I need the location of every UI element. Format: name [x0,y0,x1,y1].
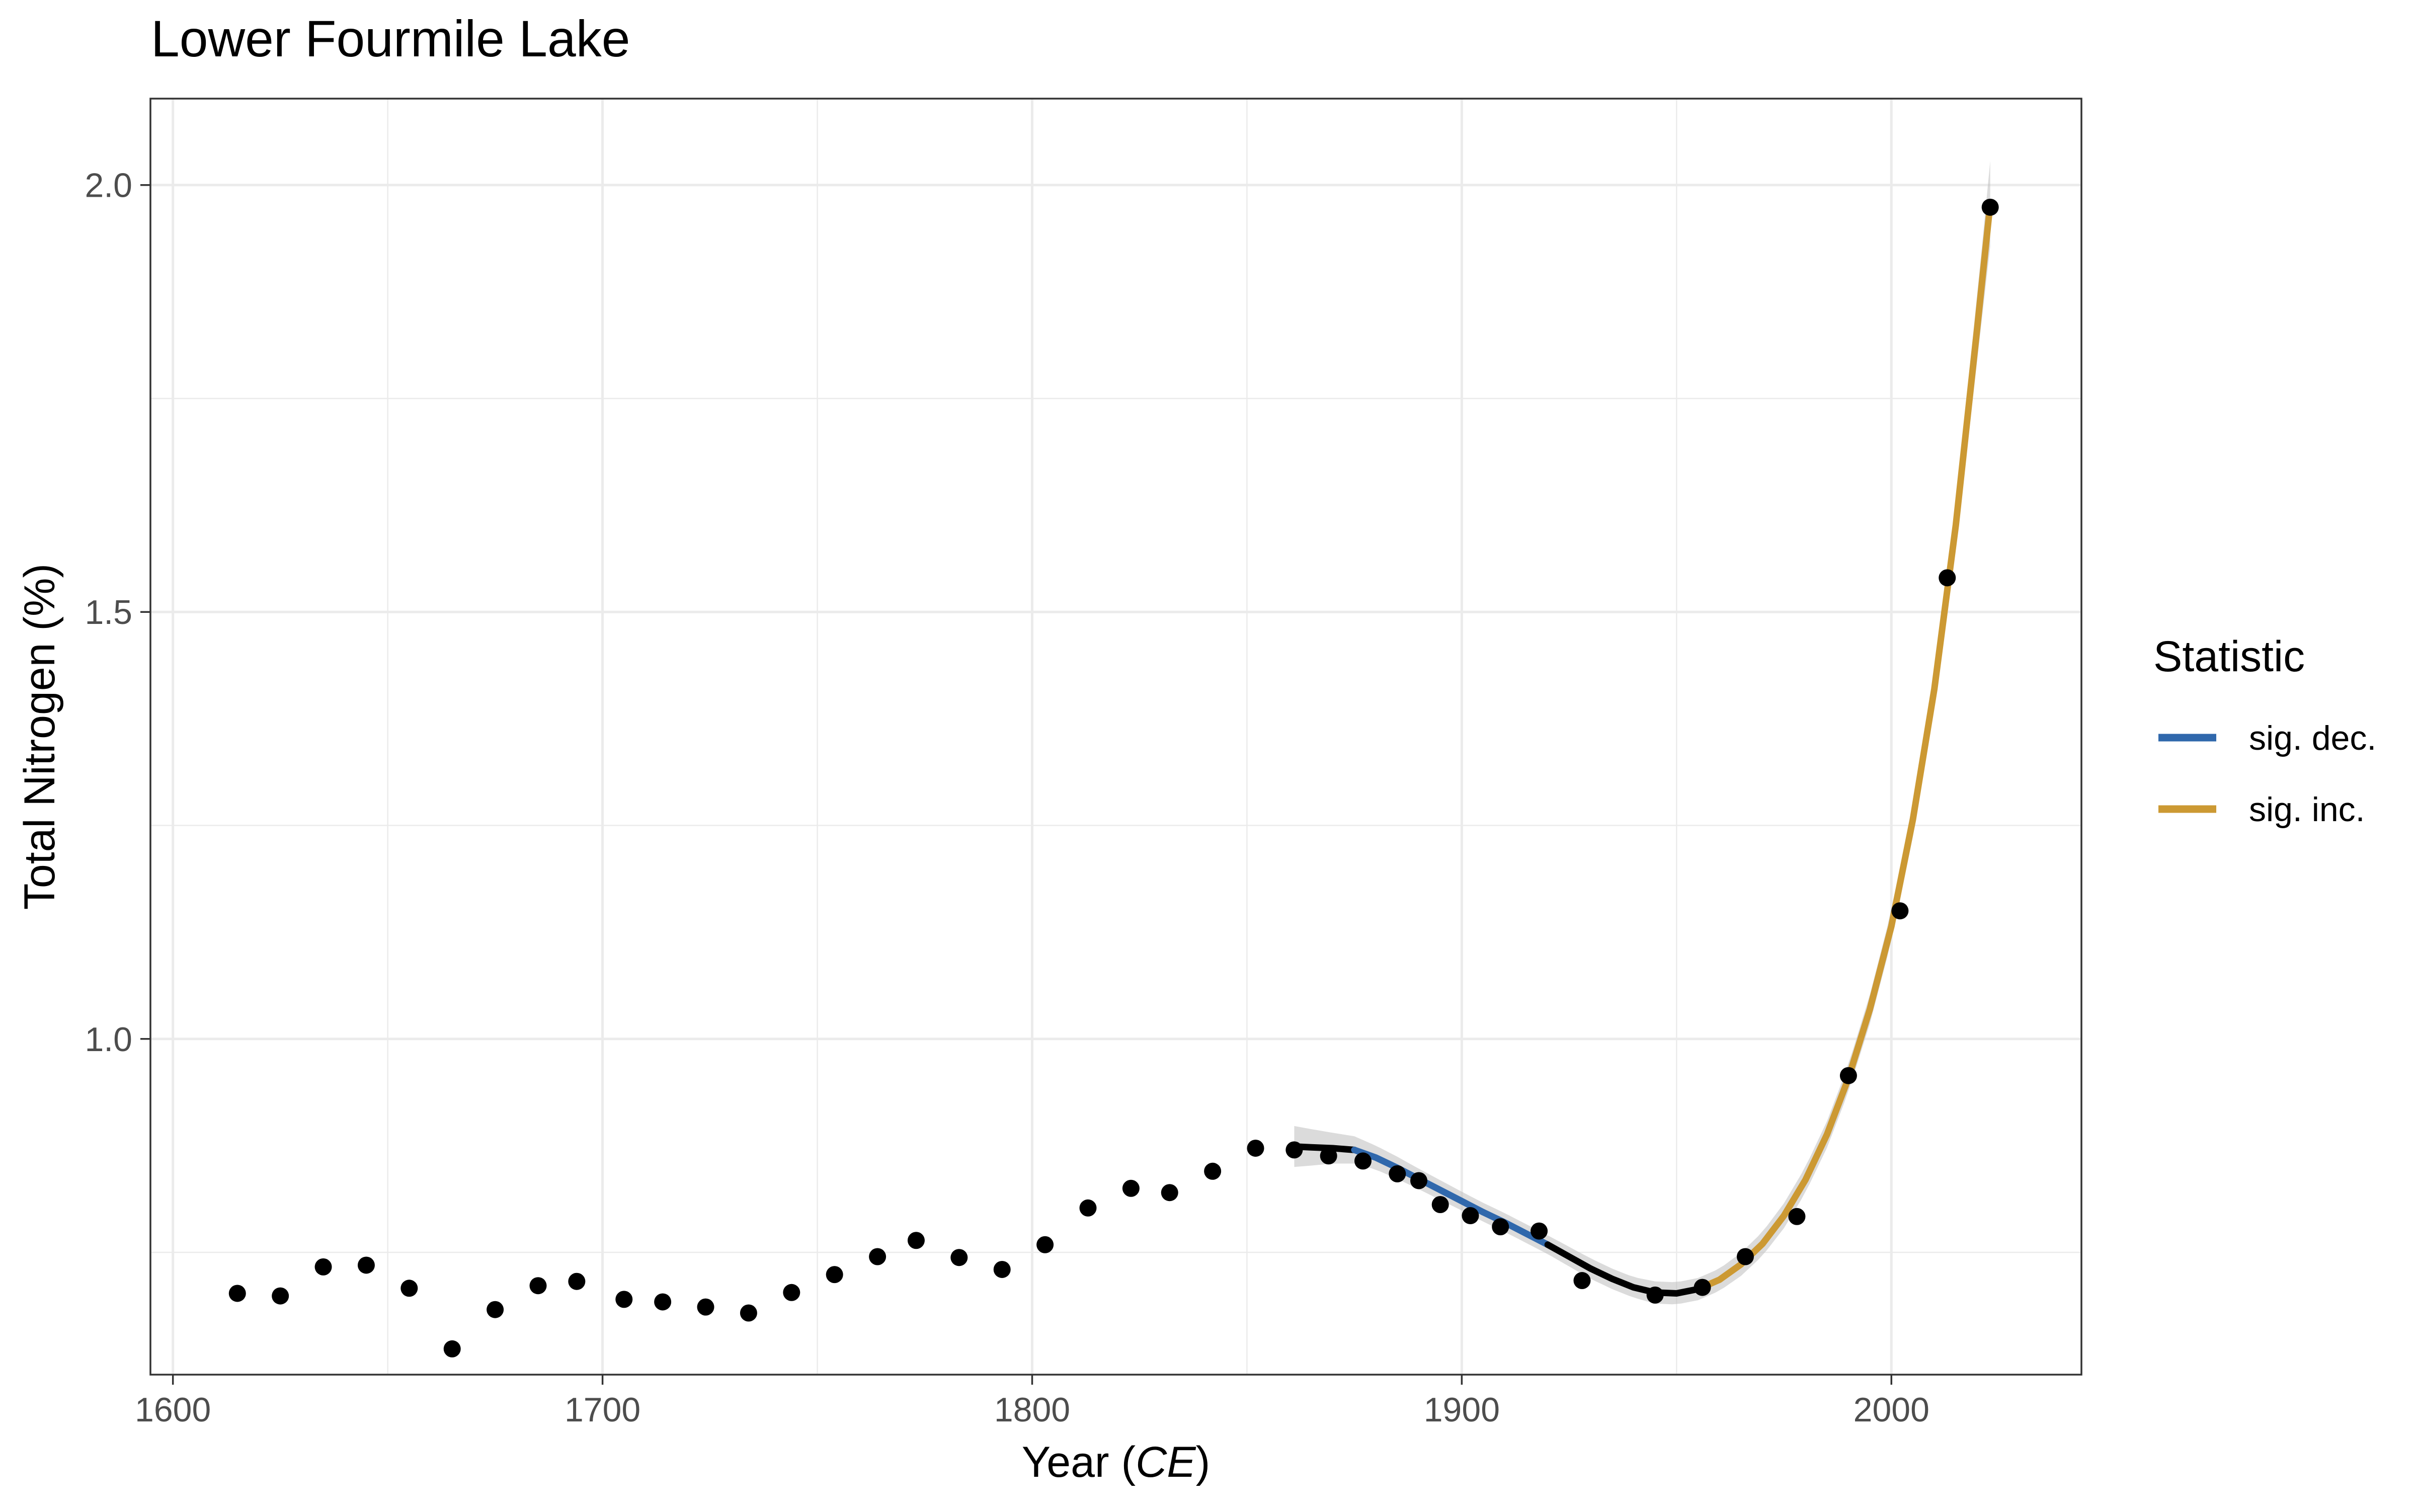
data-point [487,1301,504,1318]
x-tick-label: 2000 [1854,1391,1929,1429]
data-point [1839,1067,1857,1084]
data-point [1204,1162,1222,1180]
y-axis-title: Total Nitrogen (%) [16,564,64,910]
data-point [869,1248,887,1265]
data-point [907,1232,925,1249]
data-point [529,1277,547,1295]
y-axis: 1.0 1.5 2.0 [85,167,150,1059]
data-point [228,1285,246,1302]
y-tick-label: 2.0 [85,167,132,205]
data-point [1161,1184,1178,1202]
data-point [400,1280,418,1297]
data-point [1122,1179,1140,1197]
trend-line-sig-dec [1351,1146,1551,1248]
data-point [740,1304,757,1322]
x-tick-label: 1800 [994,1391,1070,1429]
data-point [1431,1196,1449,1213]
data-point [826,1266,843,1284]
trend-line-not-significant [1544,1241,1702,1297]
legend-label-sig-dec: sig. dec. [2249,719,2376,757]
legend-label-sig-inc: sig. inc. [2249,790,2365,829]
data-point [568,1272,586,1290]
y-tick-label: 1.5 [85,593,132,631]
grid [151,100,2080,1374]
data-point [697,1298,714,1316]
data-point [950,1249,968,1266]
data-point [1981,198,1999,216]
x-tick-label: 1900 [1424,1391,1500,1429]
x-axis-title-italic: CE [1136,1438,1196,1486]
data-point [1573,1272,1591,1290]
x-axis: 1600 1700 1800 1900 2000 [135,1375,1929,1429]
x-axis-title-prefix: Year ( [1022,1438,1136,1486]
data-point [1531,1222,1548,1240]
data-point [314,1258,332,1276]
trend-line-not-significant [1291,1143,1358,1153]
data-point [1788,1208,1806,1225]
data-point [1320,1147,1337,1165]
data-point [1079,1199,1097,1217]
data-point [654,1293,672,1311]
data-point [783,1284,800,1301]
legend-title: Statistic [2153,632,2305,681]
x-axis-title-suffix: ) [1196,1438,1211,1486]
data-point [357,1256,375,1274]
data-point [1462,1207,1479,1225]
x-axis-title: Year (CE) [1022,1438,1210,1486]
data-point [1036,1236,1054,1253]
data-point [993,1260,1011,1278]
data-point [1694,1279,1711,1296]
data-point [1736,1248,1754,1265]
data-point [1646,1286,1664,1304]
y-tick-label: 1.0 [85,1020,132,1059]
data-point [1247,1139,1264,1157]
data-point [1354,1152,1372,1170]
x-tick-label: 1600 [135,1391,211,1429]
legend: Statistic sig. dec. sig. inc. [2153,632,2376,829]
data-point [1285,1141,1303,1159]
data-point [1389,1165,1406,1182]
data-point [1492,1218,1509,1236]
panel-border [149,98,2082,1376]
data-point [615,1291,633,1308]
legend-item-sig-inc: sig. inc. [2158,790,2365,829]
data-point [443,1340,461,1358]
data-point [1410,1172,1427,1189]
legend-item-sig-dec: sig. dec. [2158,719,2376,757]
data-point [272,1287,289,1305]
x-tick-label: 1700 [565,1391,640,1429]
data-point [1939,569,1956,587]
data-point [1891,902,1909,920]
data-points [228,198,1999,1358]
chart-title: Lower Fourmile Lake [151,10,630,67]
